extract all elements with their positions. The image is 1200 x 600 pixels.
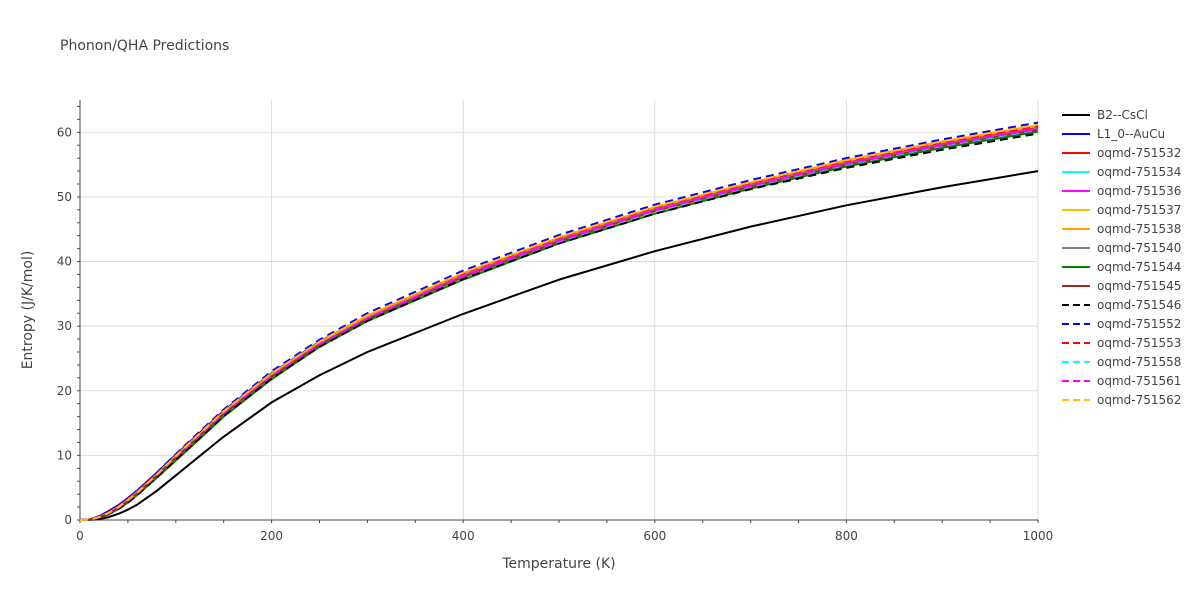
series-line-L1_0--AuCu [79,126,1039,521]
chart-title: Phonon/QHA Predictions [60,38,229,54]
legend-label: oqmd-751545 [1097,279,1181,293]
y-tick-label: 0 [64,513,72,527]
legend-label: oqmd-751561 [1097,374,1181,388]
legend-item[interactable]: oqmd-751552 [1062,317,1181,331]
legend-label: oqmd-751552 [1097,317,1181,331]
x-tick-label: 200 [260,529,283,543]
y-tick-label: 50 [57,190,72,204]
x-tick-label: 0 [76,529,84,543]
y-tick-labels: 0 10 20 30 40 50 60 [57,125,72,527]
legend-label: oqmd-751544 [1097,260,1181,274]
y-tick-label: 60 [57,125,72,139]
legend-label: oqmd-751558 [1097,355,1181,369]
legend-item[interactable]: oqmd-751532 [1062,146,1181,160]
x-tick-label: 800 [835,529,858,543]
series-line-oqmd-751546 [79,132,1039,521]
legend-item[interactable]: oqmd-751538 [1062,222,1181,236]
y-tick-label: 10 [57,448,72,462]
legend-item[interactable]: oqmd-751545 [1062,279,1181,293]
legend-label: oqmd-751536 [1097,184,1181,198]
legend-label: oqmd-751532 [1097,146,1181,160]
legend-label: oqmd-751546 [1097,298,1181,312]
legend-item[interactable]: oqmd-751537 [1062,203,1181,217]
legend-label: B2--CsCl [1097,108,1148,122]
legend-label: oqmd-751534 [1097,165,1181,179]
x-axis-label: Temperature (K) [501,556,615,572]
legend-label: oqmd-751553 [1097,336,1181,350]
legend-item[interactable]: oqmd-751536 [1062,184,1181,198]
y-tick-label: 40 [57,255,72,269]
x-tick-labels: 0 200 400 600 800 1000 [76,529,1053,543]
legend-label: L1_0--AuCu [1097,127,1165,141]
legend: B2--CsCl L1_0--AuCu oqmd-751532 oqmd-751534… [1062,108,1181,407]
x-tick-label: 1000 [1023,529,1054,543]
series-line-oqmd-751561 [79,128,1039,521]
legend-item[interactable]: oqmd-751546 [1062,298,1181,312]
y-tick-label: 30 [57,319,72,333]
legend-label: oqmd-751562 [1097,393,1181,407]
legend-item[interactable]: B2--CsCl [1062,108,1148,122]
series-line-oqmd-751553 [79,124,1039,521]
legend-item[interactable]: oqmd-751553 [1062,336,1181,350]
series-line-oqmd-751540 [79,128,1039,521]
series-line-oqmd-751536 [79,127,1039,521]
x-tick-label: 400 [452,529,475,543]
series-lines [79,121,1039,521]
legend-item[interactable]: oqmd-751534 [1062,165,1181,179]
series-line-oqmd-751538 [79,124,1039,521]
legend-item[interactable]: oqmd-751544 [1062,260,1181,274]
axes [77,100,1039,523]
y-axis-label: Entropy (J/K/mol) [20,251,36,370]
series-line-oqmd-751532 [79,126,1039,521]
legend-label: oqmd-751540 [1097,241,1181,255]
legend-item[interactable]: oqmd-751558 [1062,355,1181,369]
legend-item[interactable]: L1_0--AuCu [1062,127,1165,141]
series-line-oqmd-751537 [79,124,1039,521]
series-line-oqmd-751552 [79,121,1039,521]
legend-label: oqmd-751538 [1097,222,1181,236]
series-line-oqmd-751545 [79,128,1039,521]
series-line-oqmd-751534 [79,127,1039,521]
series-line-B2--CsCl [79,170,1039,521]
gridlines [80,100,1039,520]
series-line-oqmd-751562 [79,123,1039,521]
series-line-oqmd-751558 [79,128,1039,521]
legend-item[interactable]: oqmd-751562 [1062,393,1181,407]
legend-item[interactable]: oqmd-751540 [1062,241,1181,255]
legend-item[interactable]: oqmd-751561 [1062,374,1181,388]
x-tick-label: 600 [643,529,666,543]
y-tick-label: 20 [57,384,72,398]
legend-label: oqmd-751537 [1097,203,1181,217]
